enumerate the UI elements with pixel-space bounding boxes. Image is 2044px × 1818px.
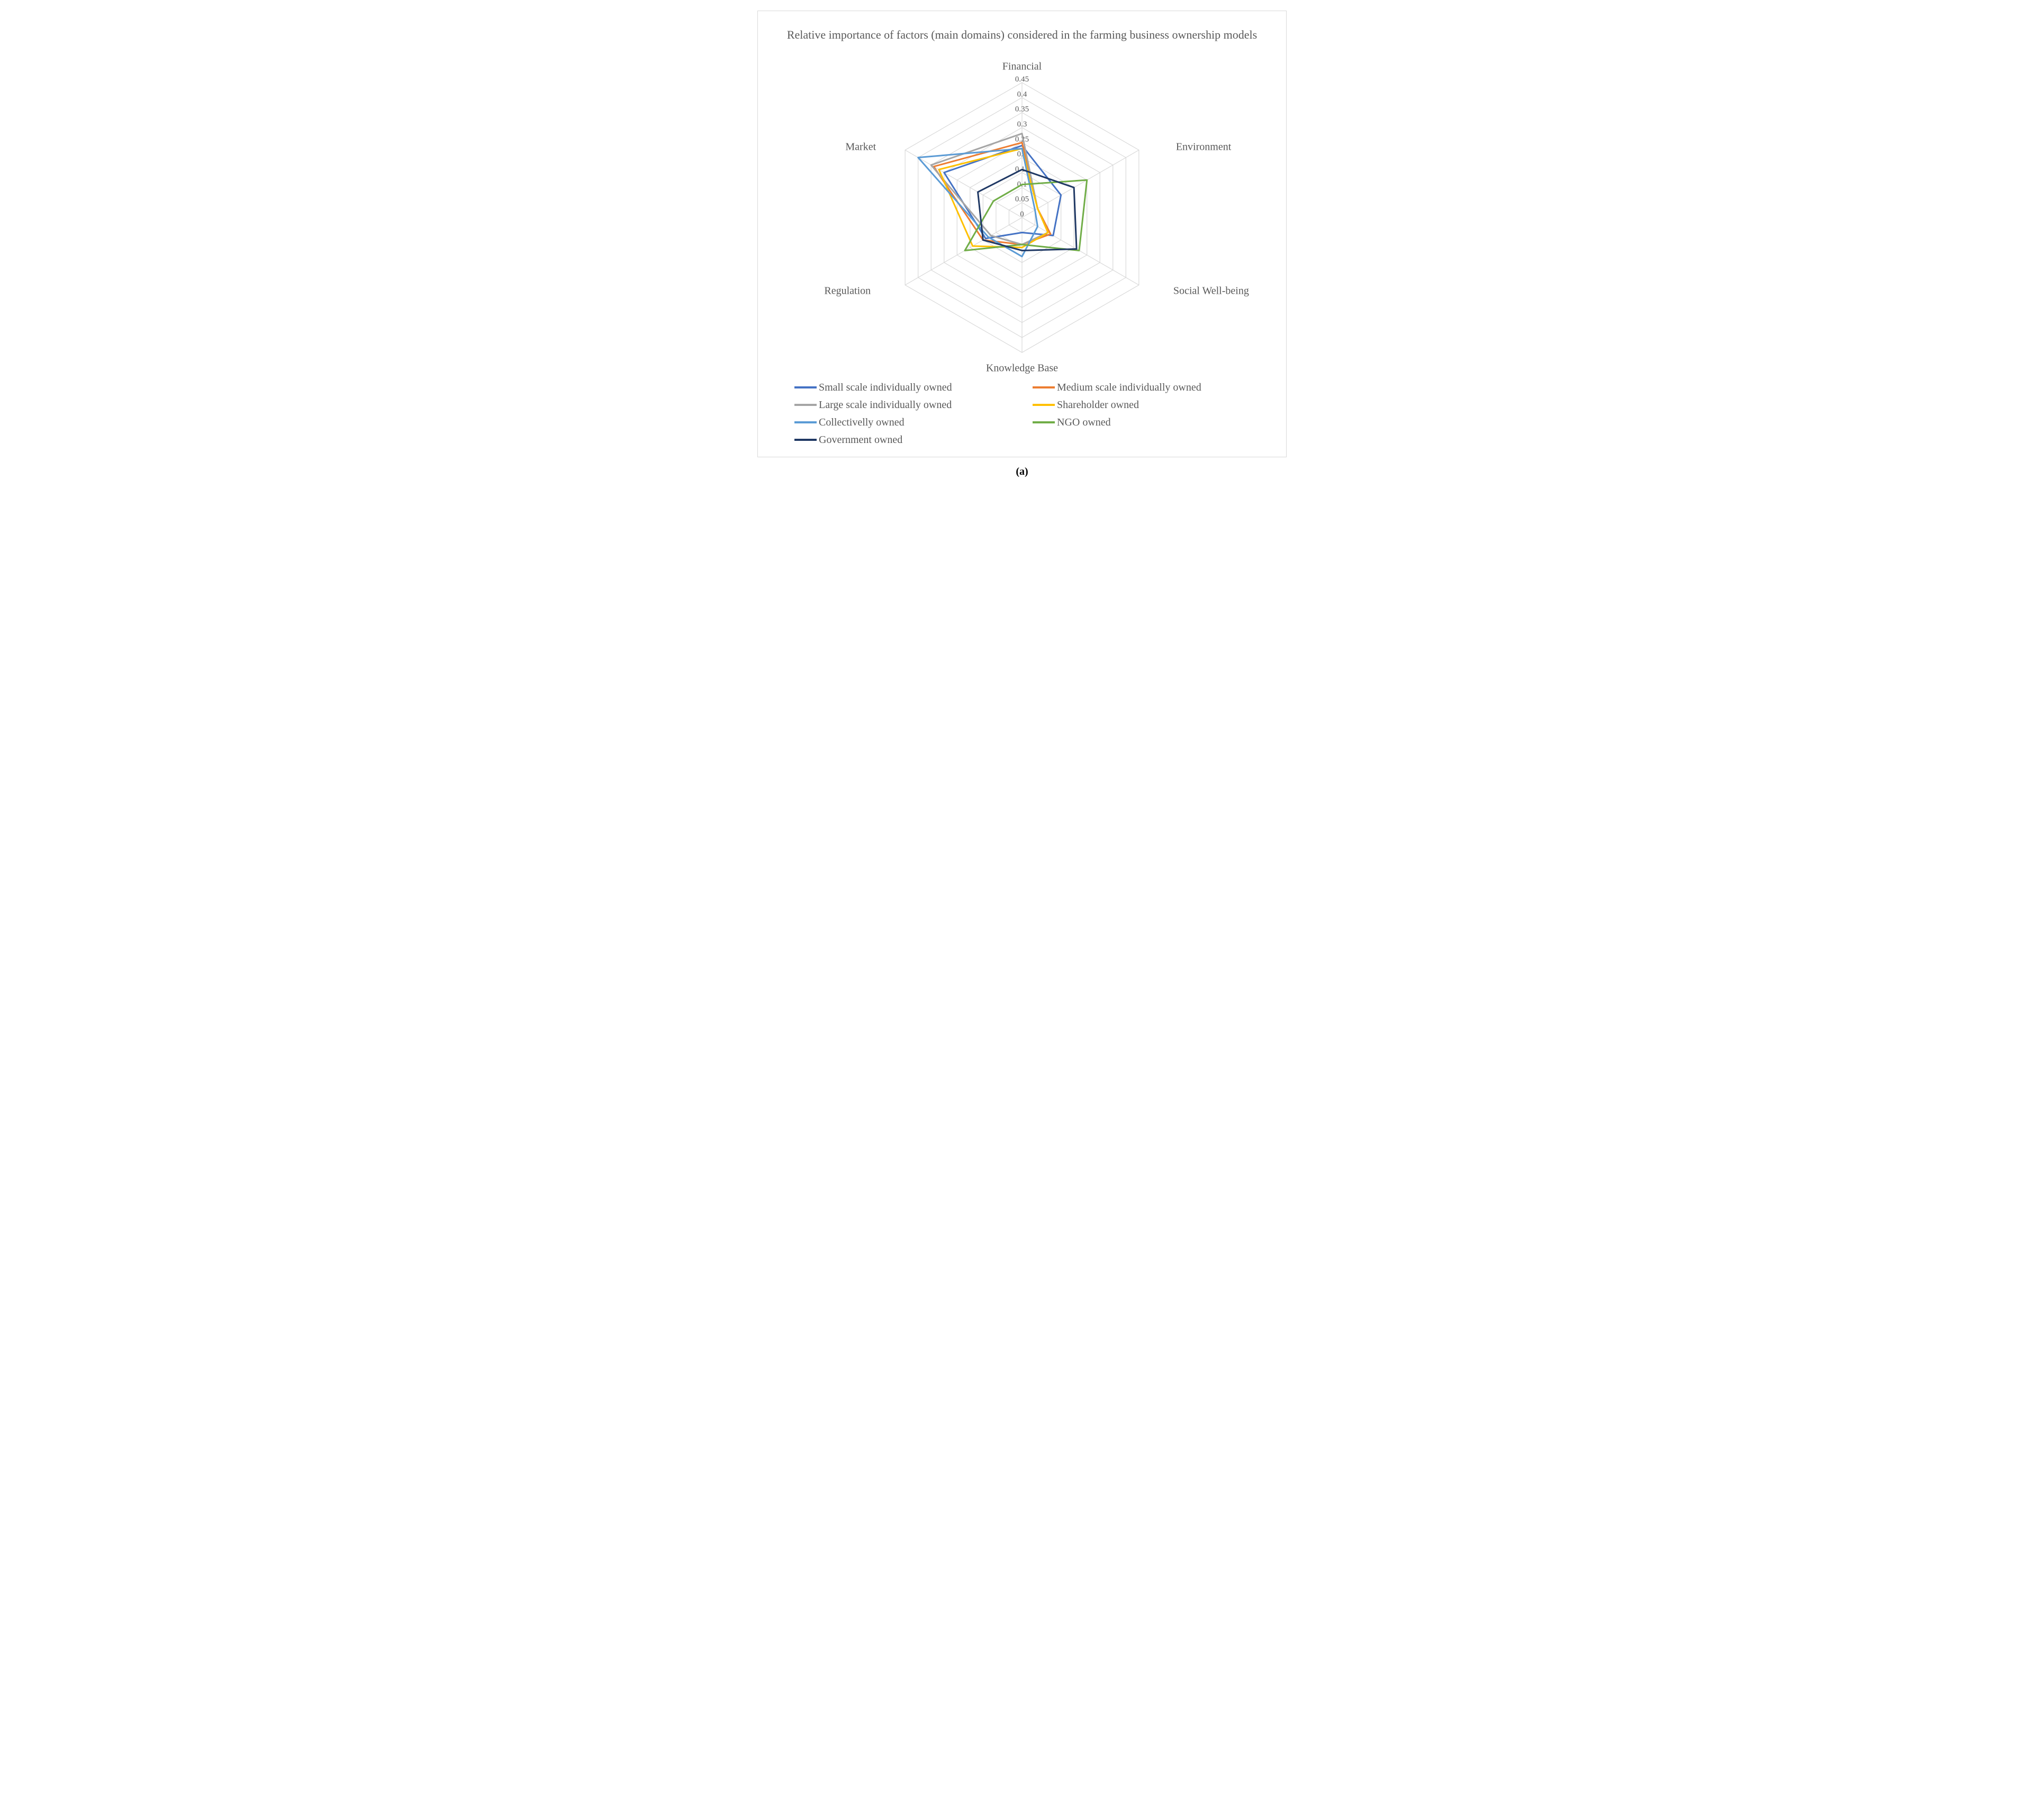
axis-label: Market [845,141,876,153]
legend: Small scale individually owned Medium sca… [794,382,1250,446]
legend-swatch [1033,386,1055,388]
legend-label: Large scale individually owned [819,399,952,411]
axis-label: Financial [1002,60,1042,73]
chart-title: Relative importance of factors (main dom… [768,27,1276,43]
legend-item: Small scale individually owned [794,382,1011,394]
axis-label: Knowledge Base [986,362,1058,374]
radial-tick-label: 0.4 [1017,90,1027,98]
legend-label: Shareholder owned [1057,399,1139,411]
legend-item: Large scale individually owned [794,399,1011,411]
legend-label: Collectivelly owned [819,417,905,429]
legend-label: Government owned [819,434,902,446]
axis-label: Social Well-being [1173,285,1249,297]
figure-sublabel: (a) [11,466,2033,478]
axis-label: Environment [1176,141,1231,153]
legend-swatch [794,404,817,406]
legend-item: Medium scale individually owned [1033,382,1250,394]
chart-frame: Relative importance of factors (main dom… [757,11,1287,457]
legend-swatch [794,386,817,388]
radial-tick-label: 0.3 [1017,120,1027,129]
radar-chart: 00.050.10.150.20.250.30.350.40.45 Financ… [821,48,1223,376]
radial-tick-label: 0.45 [1015,75,1029,84]
legend-item: NGO owned [1033,417,1250,429]
legend-swatch [1033,404,1055,406]
legend-label: NGO owned [1057,417,1111,429]
radial-tick-label: 0.05 [1015,195,1029,203]
radar-svg: 00.050.10.150.20.250.30.350.40.45 [821,48,1223,376]
legend-item: Collectivelly owned [794,417,1011,429]
radial-tick-label: 0 [1020,210,1024,219]
legend-swatch [1033,421,1055,423]
legend-label: Medium scale individually owned [1057,382,1201,394]
radial-tick-label: 0.35 [1015,105,1029,113]
legend-swatch [794,439,817,441]
legend-item: Shareholder owned [1033,399,1250,411]
legend-item: Government owned [794,434,1011,446]
legend-label: Small scale individually owned [819,382,952,394]
axis-label: Regulation [824,285,871,297]
legend-swatch [794,421,817,423]
